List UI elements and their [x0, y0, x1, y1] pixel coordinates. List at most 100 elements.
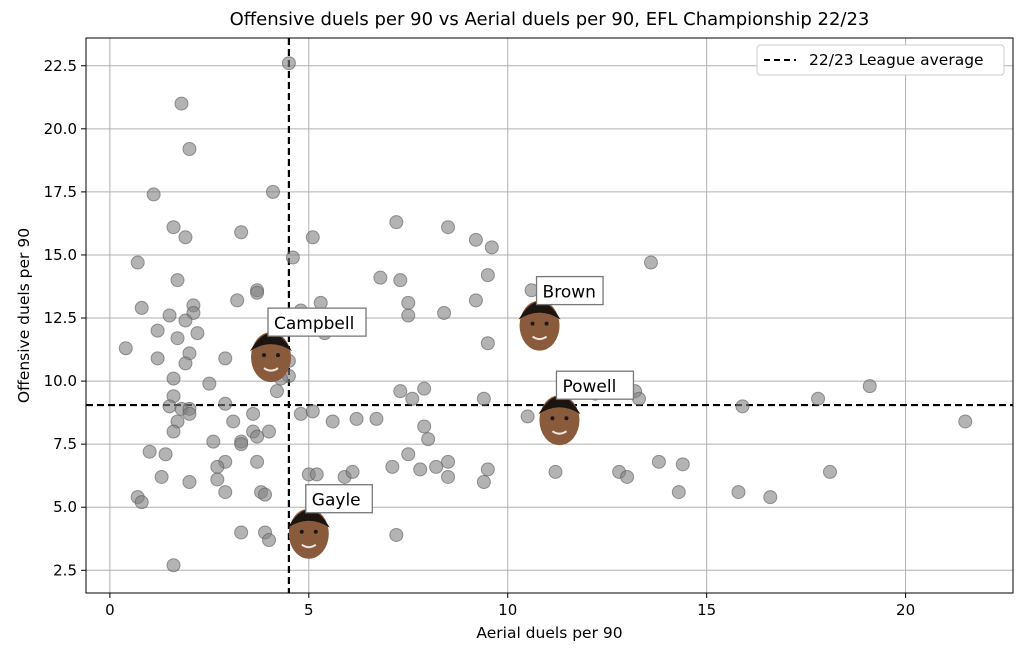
data-point: [393, 384, 408, 399]
data-point: [305, 404, 320, 419]
data-point: [285, 250, 300, 265]
y-tick-label: 2.5: [53, 561, 77, 579]
player-label-box: [305, 484, 373, 514]
data-point: [958, 414, 973, 429]
player-annotation: Powell: [538, 370, 635, 446]
data-point: [401, 447, 416, 462]
player-mouth-icon: [531, 335, 548, 341]
player-label-box: [555, 370, 635, 400]
data-point: [620, 469, 635, 484]
player-label: Gayle: [312, 491, 361, 511]
data-point: [281, 56, 296, 71]
y-tick-label: 17.5: [44, 183, 77, 201]
data-point: [468, 293, 483, 308]
player-label: Brown: [543, 283, 596, 303]
data-point: [405, 391, 420, 406]
data-point: [441, 469, 456, 484]
player-eye-icon: [276, 353, 281, 358]
data-point: [154, 469, 169, 484]
data-point: [429, 459, 444, 474]
player-annotations: Campbell Brown Powell Gayle: [250, 275, 635, 559]
data-point: [170, 273, 185, 288]
x-axis-label: Aerial duels per 90: [476, 624, 622, 642]
x-tick-label: 15: [697, 601, 716, 619]
player-annotation: Campbell: [250, 307, 367, 383]
data-point: [130, 255, 145, 270]
x-tick-label: 5: [304, 601, 314, 619]
player-mouth-icon: [551, 430, 568, 435]
data-point: [480, 336, 495, 351]
data-point: [206, 434, 221, 449]
y-tick-label: 22.5: [44, 57, 77, 75]
data-point: [166, 558, 181, 573]
data-point: [170, 331, 185, 346]
data-point: [735, 399, 750, 414]
data-point: [385, 459, 400, 474]
data-point: [166, 371, 181, 386]
data-point: [250, 285, 265, 300]
player-eye-icon: [550, 416, 555, 421]
y-tick-label: 7.5: [53, 435, 77, 453]
data-point: [476, 391, 491, 406]
y-axis-label: Offensive duels per 90: [15, 228, 33, 403]
data-point: [162, 399, 177, 414]
data-point: [441, 454, 456, 469]
data-point: [162, 308, 177, 323]
data-point: [190, 326, 205, 341]
data-point: [476, 475, 491, 489]
player-label-box: [267, 307, 367, 337]
data-point: [210, 459, 225, 474]
data-point: [401, 295, 416, 310]
data-point: [178, 230, 193, 245]
data-point: [234, 225, 249, 240]
data-point: [731, 485, 746, 500]
data-point: [421, 432, 436, 447]
y-tick-label: 10.0: [44, 372, 77, 390]
data-point: [675, 457, 690, 472]
player-hair-icon: [518, 301, 561, 320]
data-point: [218, 396, 233, 411]
data-point: [265, 184, 280, 199]
data-point: [234, 525, 249, 540]
player-mouth-icon: [301, 543, 317, 549]
data-point: [389, 215, 404, 230]
legend-box: [756, 44, 1005, 76]
data-point: [174, 96, 189, 111]
data-point: [401, 308, 416, 323]
data-point: [671, 485, 686, 500]
axis-ticks: 0 5 10 15 20 2.5 5.0 7.5 10.0 12.5 15.0 17.5 20.0 22.…: [44, 57, 916, 619]
data-point: [158, 447, 173, 462]
data-point: [369, 411, 384, 426]
data-point: [246, 406, 261, 421]
y-tick-label: 12.5: [44, 309, 77, 327]
y-tick-label: 20.0: [44, 120, 77, 138]
data-point: [862, 379, 877, 394]
data-point: [202, 376, 217, 391]
player-eye-icon: [262, 353, 267, 358]
data-point: [178, 313, 193, 328]
y-tick-label: 15.0: [44, 246, 77, 264]
data-point: [150, 351, 165, 366]
data-point: [373, 270, 388, 285]
data-point: [643, 255, 658, 270]
data-point: [250, 429, 265, 444]
data-point: [269, 384, 284, 399]
data-point: [178, 356, 193, 371]
data-point: [218, 485, 233, 500]
player-label: Powell: [562, 377, 616, 397]
data-point: [763, 490, 778, 505]
player-label-box: [535, 275, 604, 306]
data-point: [166, 220, 181, 235]
data-point: [349, 411, 364, 426]
player-eye-icon: [299, 529, 304, 534]
player-eye-icon: [530, 321, 535, 326]
data-point: [651, 454, 666, 469]
player-annotation: Brown: [518, 275, 604, 351]
player-eye-icon: [564, 416, 569, 421]
x-tick-label: 20: [896, 601, 915, 619]
data-point: [226, 414, 241, 429]
data-point: [480, 268, 495, 283]
player-eye-icon: [544, 321, 549, 326]
x-tick-label: 10: [498, 601, 517, 619]
data-point: [234, 437, 249, 452]
